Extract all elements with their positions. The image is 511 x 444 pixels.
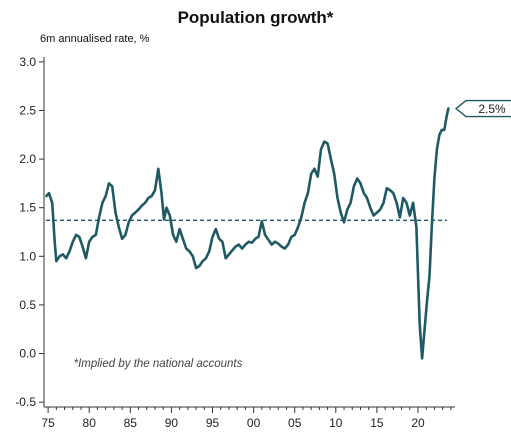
x-tick-label: 75 (41, 416, 55, 430)
footnote: *Implied by the national accounts (73, 358, 243, 370)
x-tick-label: 85 (124, 416, 138, 430)
callout-box (454, 99, 511, 118)
chart-title: Population growth* (177, 8, 334, 27)
y-tick-label: 2.0 (19, 152, 36, 166)
latest-value-callout: 2.5% (454, 99, 511, 118)
x-tick-label: 80 (83, 416, 97, 430)
x-tick-label: 00 (247, 416, 261, 430)
x-tick-label: 10 (329, 416, 343, 430)
series-points (46, 108, 448, 358)
x-tick-label: 20 (411, 416, 425, 430)
y-tick-label: 0.0 (19, 347, 36, 361)
y-axis: 3.0 2.5 2.0 1.5 1.0 0.5 0.0 -0.5 (15, 55, 45, 409)
y-tick-label: 1.0 (19, 249, 36, 263)
x-axis: 75 80 85 90 95 00 05 10 15 20 (41, 406, 455, 430)
x-tick-label: 15 (370, 416, 384, 430)
y-tick-label: 2.5 (19, 103, 36, 117)
y-tick-label: 3.0 (19, 55, 36, 69)
y-tick-label: 1.5 (19, 201, 36, 215)
population-growth-series-line (45, 107, 450, 360)
y-tick-label: 0.5 (19, 298, 36, 312)
x-tick-label: 95 (206, 416, 220, 430)
x-tick-label: 90 (165, 416, 179, 430)
y-axis-subtitle: 6m annualised rate, % (40, 33, 150, 45)
callout-label: 2.5% (478, 102, 506, 116)
y-tick-label: -0.5 (15, 395, 36, 409)
x-tick-label: 05 (288, 416, 302, 430)
